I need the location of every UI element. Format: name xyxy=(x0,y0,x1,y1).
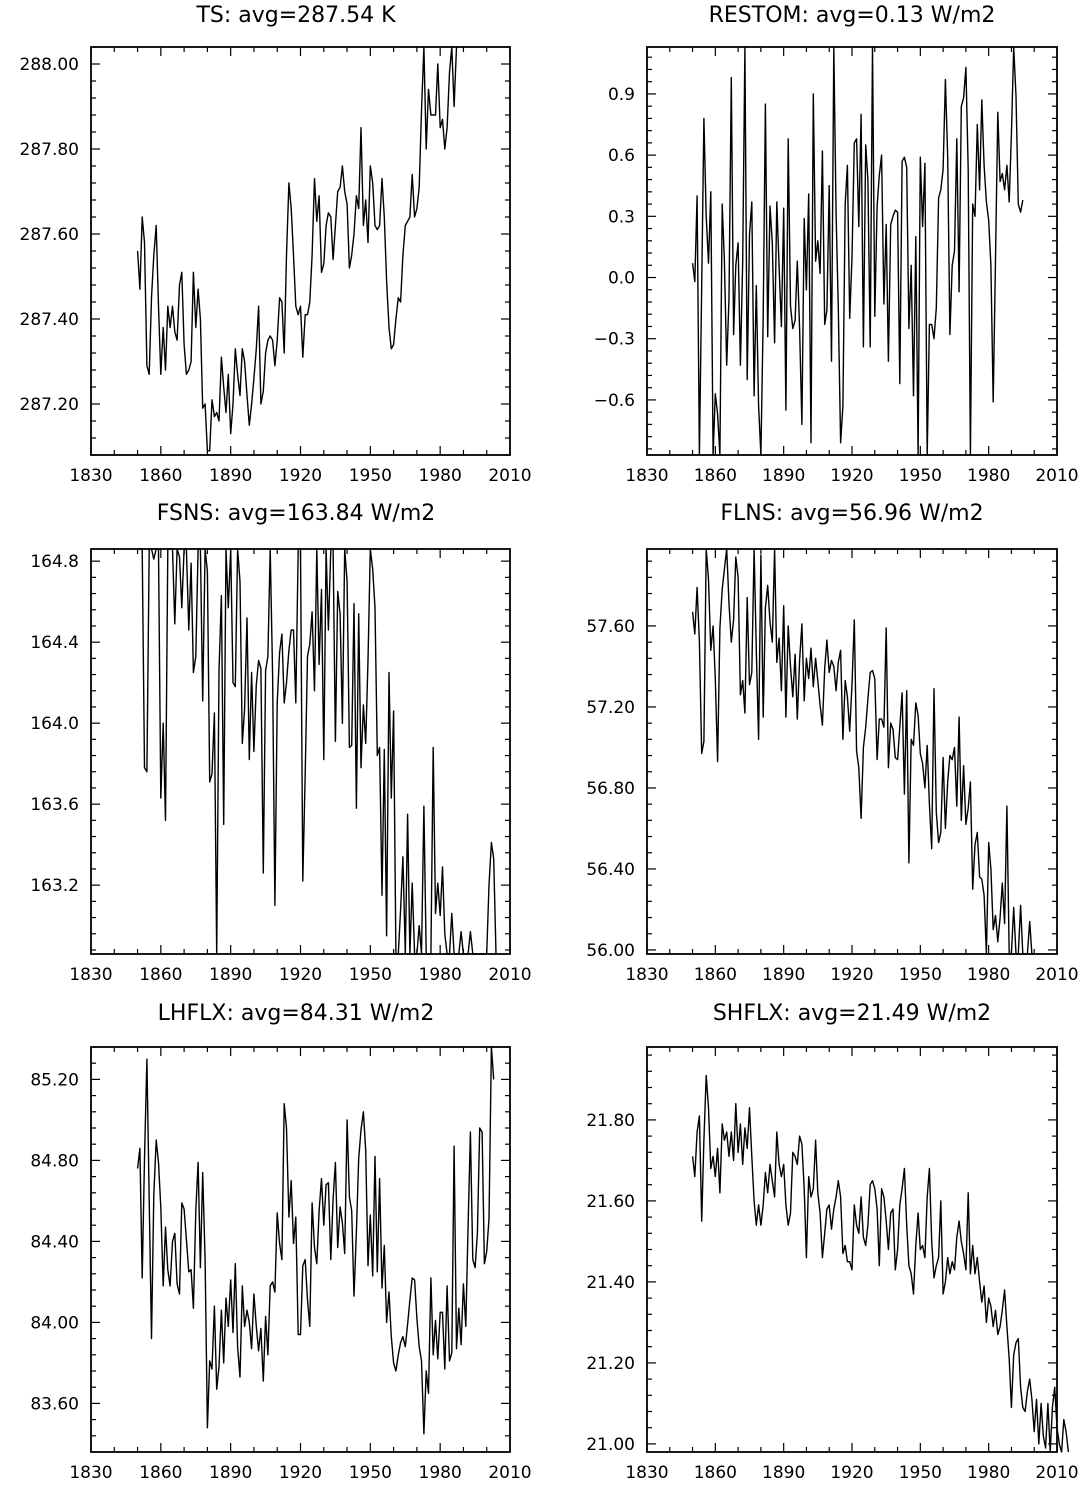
y-tick-label: 163.6 xyxy=(30,795,79,815)
y-tick-label: 288.00 xyxy=(20,55,79,75)
y-tick-label: 164.4 xyxy=(30,633,79,653)
x-tick-label: 1920 xyxy=(830,466,873,486)
x-tick-label: 2010 xyxy=(1035,466,1078,486)
y-tick-label: 85.20 xyxy=(30,1070,79,1090)
x-tick-label: 2010 xyxy=(1035,1463,1078,1483)
x-tick-label: 1860 xyxy=(694,965,737,985)
y-tick-label: 84.40 xyxy=(30,1232,79,1252)
x-tick-label: 1980 xyxy=(967,466,1010,486)
x-tick-label: 1830 xyxy=(625,466,668,486)
plot-frame xyxy=(90,1046,511,1453)
x-tick-label: 1830 xyxy=(625,965,668,985)
y-tick-label: 83.60 xyxy=(30,1394,79,1414)
x-tick-label: 1830 xyxy=(69,1463,112,1483)
series-line xyxy=(137,548,497,955)
x-tick-label: 1980 xyxy=(419,1463,462,1483)
chart-title: FSNS: avg=163.84 W/m2 xyxy=(157,501,436,526)
y-tick-label: 56.80 xyxy=(586,779,635,799)
chart-title: FLNS: avg=56.96 W/m2 xyxy=(720,501,983,526)
x-tick-label: 2010 xyxy=(1035,965,1078,985)
y-tick-label: 21.60 xyxy=(586,1192,635,1212)
panel-flns: FLNS: avg=56.96 W/m2 1830 1860 1890 1920 195… xyxy=(586,501,1078,985)
plot-frame xyxy=(646,548,1058,955)
chart-title: TS: avg=287.54 K xyxy=(195,3,396,28)
y-tick-label: 0.6 xyxy=(608,146,635,166)
y-tick-label: 21.40 xyxy=(586,1273,635,1293)
y-tick-label: 163.2 xyxy=(30,876,79,896)
x-tick-label: 1950 xyxy=(349,1463,392,1483)
x-tick-label: 1860 xyxy=(139,466,182,486)
x-tick-label: 1860 xyxy=(694,1463,737,1483)
x-tick-label: 1890 xyxy=(209,1463,252,1483)
x-tick-label: 1980 xyxy=(967,1463,1010,1483)
x-tick-label: 1860 xyxy=(139,1463,182,1483)
x-tick-label: 1890 xyxy=(762,1463,805,1483)
x-tick-label: 1860 xyxy=(139,965,182,985)
x-tick-label: 1980 xyxy=(419,466,462,486)
x-tick-label: 1860 xyxy=(694,466,737,486)
panel-lhflx: LHFLX: avg=84.31 W/m2 1830 1860 1890 1920 19… xyxy=(30,1001,531,1483)
x-tick-label: 1830 xyxy=(69,466,112,486)
y-tick-label: 0.0 xyxy=(608,269,635,289)
x-tick-label: 1890 xyxy=(209,965,252,985)
x-tick-label: 1980 xyxy=(419,965,462,985)
y-tick-label: 287.20 xyxy=(20,395,79,415)
y-tick-label: 57.20 xyxy=(586,698,635,718)
x-tick-label: 1920 xyxy=(279,466,322,486)
x-tick-label: 1920 xyxy=(830,965,873,985)
x-tick-label: 1950 xyxy=(899,965,942,985)
y-tick-label: 164.0 xyxy=(30,714,79,734)
x-tick-label: 1920 xyxy=(830,1463,873,1483)
y-tick-label: 21.00 xyxy=(586,1435,635,1455)
chart-title: RESTOM: avg=0.13 W/m2 xyxy=(709,3,996,28)
y-tick-label: 287.80 xyxy=(20,140,79,160)
x-tick-label: 1950 xyxy=(349,965,392,985)
y-tick-label: 287.40 xyxy=(20,310,79,330)
y-tick-label: 21.20 xyxy=(586,1354,635,1374)
panel-ts: TS: avg=287.54 K 1830 1860 1890 1920 1950 198… xyxy=(20,3,532,486)
series-line xyxy=(136,46,458,452)
x-tick-label: 1980 xyxy=(967,965,1010,985)
y-tick-label: 84.80 xyxy=(30,1151,79,1171)
panel-restom: RESTOM: avg=0.13 W/m2 1830 1860 1890 1920 19… xyxy=(594,3,1079,486)
series-line xyxy=(691,548,1035,955)
x-tick-label: 1830 xyxy=(625,1463,668,1483)
y-tick-label: 0.3 xyxy=(608,207,635,227)
y-tick-label: 56.40 xyxy=(586,860,635,880)
chart-title: SHFLX: avg=21.49 W/m2 xyxy=(713,1001,991,1026)
x-tick-label: 1920 xyxy=(279,1463,322,1483)
y-tick-label: 84.00 xyxy=(30,1313,79,1333)
panel-fsns: FSNS: avg=163.84 W/m2 1830 1860 1890 1920 19… xyxy=(30,501,531,985)
y-tick-label: 287.60 xyxy=(20,225,79,245)
x-tick-label: 1920 xyxy=(279,965,322,985)
x-tick-label: 1950 xyxy=(899,1463,942,1483)
x-tick-label: 1890 xyxy=(762,466,805,486)
x-tick-label: 1890 xyxy=(209,466,252,486)
chart-title: LHFLX: avg=84.31 W/m2 xyxy=(158,1001,435,1026)
series-line xyxy=(691,46,1024,456)
series-line xyxy=(136,1046,495,1435)
x-tick-label: 2010 xyxy=(488,466,531,486)
y-tick-label: 164.8 xyxy=(30,552,79,572)
y-tick-label: 21.80 xyxy=(586,1111,635,1131)
y-tick-label: 56.00 xyxy=(586,941,635,961)
x-tick-label: 1950 xyxy=(899,466,942,486)
panel-shflx: SHFLX: avg=21.49 W/m2 1830 1860 1890 1920 19… xyxy=(586,1001,1078,1483)
x-tick-label: 1950 xyxy=(349,466,392,486)
y-tick-label: 0.9 xyxy=(608,85,635,105)
x-tick-label: 2010 xyxy=(488,1463,531,1483)
x-tick-label: 1830 xyxy=(69,965,112,985)
y-tick-label: −0.3 xyxy=(594,330,635,350)
y-tick-label: −0.6 xyxy=(594,391,635,411)
x-tick-label: 1890 xyxy=(762,965,805,985)
x-tick-label: 2010 xyxy=(488,965,531,985)
y-tick-label: 57.60 xyxy=(586,617,635,637)
series-line xyxy=(691,1074,1070,1453)
